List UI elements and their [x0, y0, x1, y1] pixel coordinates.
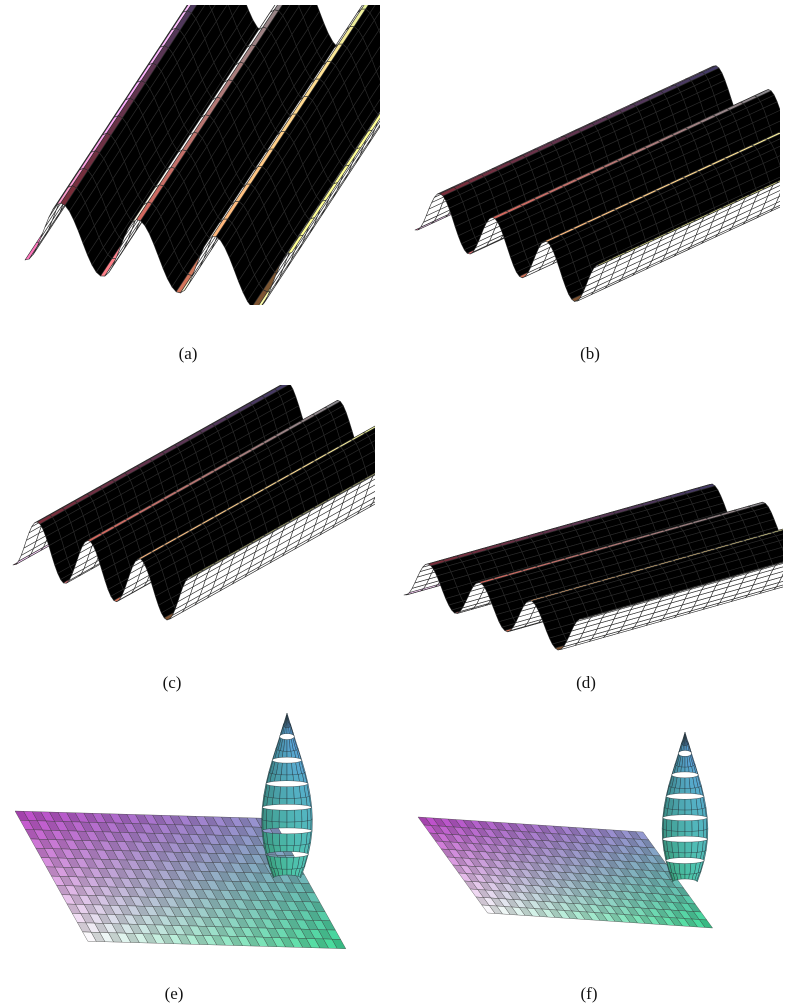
caption-b: (b)	[580, 344, 600, 363]
caption-f: (f)	[580, 984, 598, 1003]
surface-plot-c	[12, 385, 375, 621]
surface-plot-f	[417, 731, 713, 929]
panel-d	[398, 440, 783, 675]
panel-a	[10, 5, 380, 305]
caption-c: (c)	[162, 673, 182, 692]
caption-a: (a)	[178, 344, 198, 363]
surface-plot-a	[24, 5, 380, 305]
panel-f	[415, 722, 760, 972]
panel-b	[405, 45, 780, 320]
panel-e	[15, 708, 385, 978]
surface-plot-e	[15, 712, 347, 949]
panel-c	[5, 385, 375, 660]
caption-e: (e)	[164, 984, 184, 1003]
surface-plot-d	[403, 483, 783, 651]
surface-plot-b	[414, 65, 780, 302]
caption-d: (d)	[576, 673, 596, 692]
